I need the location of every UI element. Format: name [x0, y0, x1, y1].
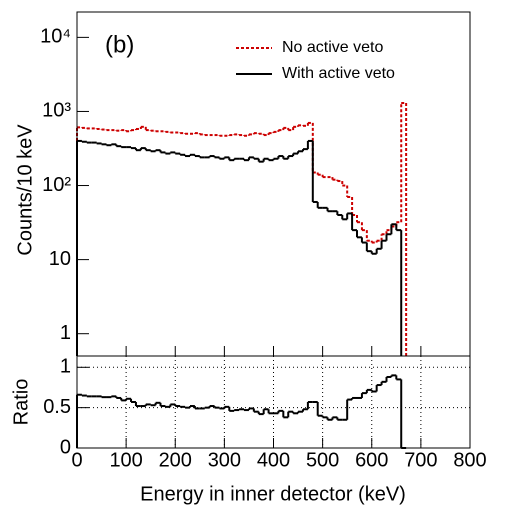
x-tick-label: 0: [71, 449, 82, 471]
legend-label: With active veto: [282, 65, 395, 82]
y-tick-label: 10⁴: [40, 26, 71, 48]
plot-frame: [76, 11, 471, 357]
legend-label: No active veto: [282, 39, 383, 56]
x-tick-label: 500: [306, 449, 339, 471]
y-tick-label: 10²: [42, 174, 71, 196]
y-axis-label: Ratio: [10, 379, 32, 426]
y-tick-label: 10: [49, 248, 71, 270]
annotation: (b): [105, 31, 134, 58]
y-tick-label: 0.5: [43, 396, 71, 418]
y-tick-label: 1: [60, 356, 71, 378]
y-tick-label: 1: [60, 322, 71, 344]
x-tick-label: 700: [404, 449, 437, 471]
x-tick-label: 400: [257, 449, 290, 471]
x-axis-label: Energy in inner detector (keV): [140, 483, 406, 505]
y-axis-label: Counts/10 keV: [14, 124, 36, 256]
x-tick-label: 100: [109, 449, 142, 471]
x-tick-label: 600: [355, 449, 388, 471]
y-tick-label: 0: [60, 436, 71, 458]
y-tick-label: 10³: [42, 100, 71, 122]
plot-frame: [76, 355, 471, 449]
x-tick-label: 300: [208, 449, 241, 471]
x-tick-label: 200: [159, 449, 192, 471]
x-tick-label: 800: [453, 449, 486, 471]
